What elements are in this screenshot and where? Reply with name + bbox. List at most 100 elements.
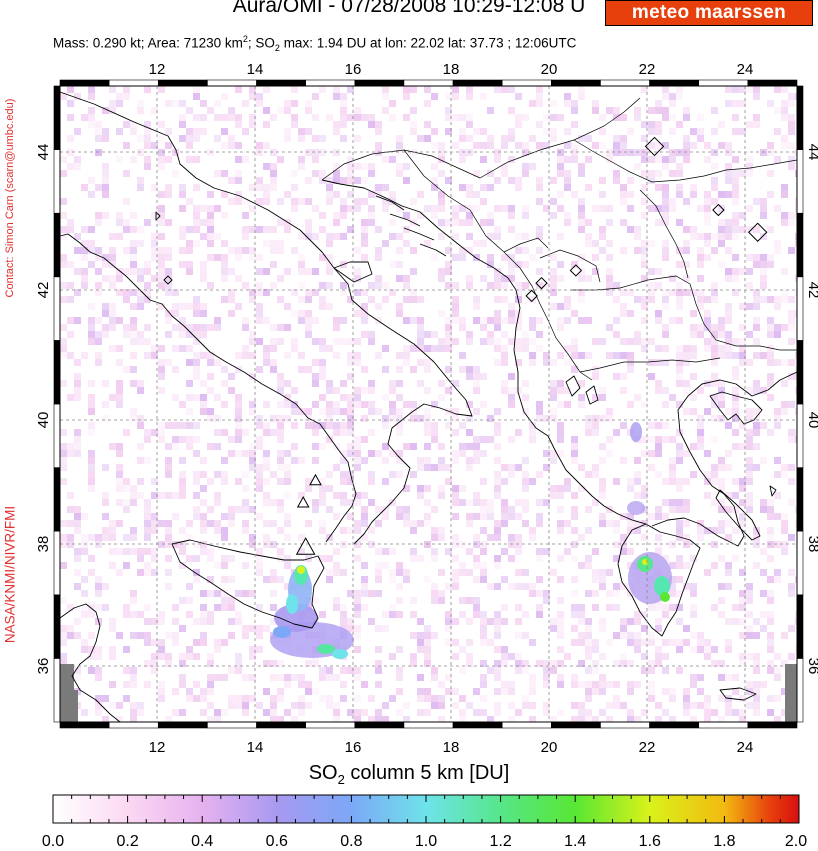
so2-pixel (263, 688, 270, 695)
so2-pixel (620, 191, 627, 198)
so2-pixel (662, 359, 669, 366)
so2-pixel (172, 289, 179, 296)
so2-pixel (599, 583, 606, 590)
so2-pixel (557, 191, 564, 198)
so2-pixel (109, 562, 116, 569)
so2-pixel (361, 240, 368, 247)
so2-pixel (116, 387, 123, 394)
frame-bar-top (600, 79, 650, 87)
so2-pixel (648, 688, 655, 695)
so2-pixel (781, 632, 788, 639)
so2-pixel (550, 450, 557, 457)
so2-pixel (144, 324, 151, 331)
so2-pixel (676, 443, 683, 450)
so2-pixel (634, 681, 641, 688)
so2-pixel (592, 415, 599, 422)
so2-pixel (648, 205, 655, 212)
so2-pixel (599, 492, 606, 499)
so2-pixel (480, 576, 487, 583)
so2-pixel (634, 520, 641, 527)
so2-pixel (263, 534, 270, 541)
frame-bar-left (53, 149, 61, 214)
so2-pixel (249, 86, 256, 93)
so2-pixel (382, 198, 389, 205)
so2-pixel (704, 478, 711, 485)
so2-pixel (697, 205, 704, 212)
so2-pixel (795, 198, 797, 205)
so2-pixel (361, 681, 368, 688)
so2-pixel (753, 541, 760, 548)
so2-pixel (655, 317, 662, 324)
so2-pixel (207, 233, 214, 240)
so2-pixel (207, 373, 214, 380)
so2-pixel (620, 625, 627, 632)
so2-pixel (732, 156, 739, 163)
so2-pixel (207, 107, 214, 114)
so2-pixel (109, 653, 116, 660)
so2-pixel (501, 681, 508, 688)
so2-pixel (382, 296, 389, 303)
so2-pixel (781, 184, 788, 191)
so2-pixel (382, 240, 389, 247)
so2-pixel (473, 709, 480, 716)
lon-tick-bottom-18: 18 (443, 739, 460, 756)
so2-pixel (396, 597, 403, 604)
so2-pixel (627, 366, 634, 373)
so2-pixel (718, 716, 725, 722)
so2-pixel (669, 205, 676, 212)
so2-pixel (585, 716, 592, 722)
so2-pixel (249, 114, 256, 121)
so2-pixel (298, 128, 305, 135)
so2-pixel (739, 324, 746, 331)
frame-bar-bottom (747, 721, 798, 729)
so2-pixel (312, 205, 319, 212)
so2-pixel (256, 464, 263, 471)
so2-pixel (445, 282, 452, 289)
so2-pixel (235, 415, 242, 422)
so2-pixel (347, 338, 354, 345)
so2-pixel (333, 492, 340, 499)
so2-pixel (508, 583, 515, 590)
so2-pixel (186, 261, 193, 268)
so2-pixel (578, 639, 585, 646)
so2-pixel (690, 331, 697, 338)
so2-pixel (179, 478, 186, 485)
so2-pixel (795, 240, 797, 247)
so2-pixel (669, 394, 676, 401)
so2-pixel (704, 716, 711, 722)
so2-pixel (522, 142, 529, 149)
so2-pixel (130, 128, 137, 135)
so2-pixel (361, 331, 368, 338)
so2-pixel (746, 415, 753, 422)
so2-pixel (683, 226, 690, 233)
so2-pixel (123, 366, 130, 373)
so2-pixel (599, 233, 606, 240)
so2-pixel (459, 597, 466, 604)
so2-pixel (368, 471, 375, 478)
so2-pixel (634, 492, 641, 499)
so2-pixel (466, 443, 473, 450)
so2-pixel (88, 191, 95, 198)
so2-pixel (732, 555, 739, 562)
so2-pixel (634, 331, 641, 338)
so2-pixel (669, 590, 676, 597)
so2-pixel (95, 282, 102, 289)
so2-pixel (277, 478, 284, 485)
so2-pixel (550, 618, 557, 625)
so2-pixel (375, 226, 382, 233)
so2-pixel (676, 534, 683, 541)
so2-pixel (536, 590, 543, 597)
so2-pixel (669, 317, 676, 324)
so2-pixel (466, 114, 473, 121)
so2-pixel (74, 527, 81, 534)
so2-pixel (774, 541, 781, 548)
so2-pixel (130, 261, 137, 268)
so2-pixel (165, 541, 172, 548)
so2-pixel (431, 590, 438, 597)
so2-pixel (515, 184, 522, 191)
so2-pixel (438, 310, 445, 317)
so2-pixel (438, 345, 445, 352)
so2-pixel (452, 429, 459, 436)
so2-pixel (690, 555, 697, 562)
so2-pixel (256, 632, 263, 639)
